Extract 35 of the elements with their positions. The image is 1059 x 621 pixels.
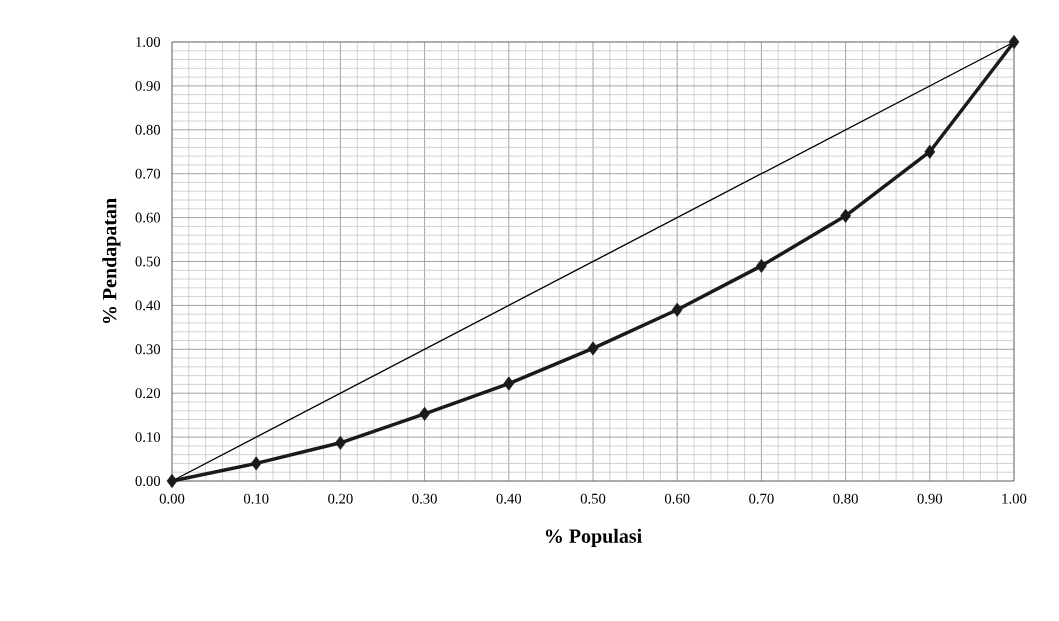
y-tick-label: 0.40 — [135, 300, 161, 311]
point — [924, 144, 936, 159]
point — [419, 406, 430, 421]
x-tick-label: 0.50 — [580, 493, 606, 504]
y-tick-label: 0.60 — [135, 212, 161, 223]
y-axis-title: % Pendapatan — [102, 198, 121, 324]
point — [587, 341, 599, 356]
point — [671, 302, 683, 317]
y-tick-label: 0.00 — [135, 476, 161, 486]
y-tick-label: 0.90 — [135, 80, 161, 91]
y-tick-label: 0.10 — [135, 432, 161, 443]
point — [250, 456, 262, 471]
x-tick-label: 0.80 — [833, 493, 858, 504]
x-tick-label: 0.10 — [243, 493, 269, 504]
x-tick-label: 0.90 — [917, 493, 943, 504]
x-tick-label: 0.00 — [159, 493, 185, 504]
y-tick-label: 0.80 — [135, 124, 161, 135]
y-tick-label: 0.70 — [135, 168, 161, 179]
point — [756, 258, 767, 273]
point — [166, 473, 178, 489]
x-tick-label: 0.20 — [328, 493, 353, 504]
x-axis-title: % Populasi — [545, 528, 642, 547]
x-tick-label: 0.40 — [496, 493, 522, 504]
x-tick-label: 0.30 — [412, 493, 437, 504]
point — [335, 435, 346, 450]
point — [503, 376, 515, 391]
x-tick-label: 0.70 — [749, 493, 774, 504]
y-tick-label: 1.00 — [136, 37, 161, 47]
x-tick-label: 1.00 — [1002, 493, 1027, 504]
point — [1008, 34, 1020, 49]
point — [840, 208, 851, 223]
y-tick-label: 0.30 — [135, 344, 161, 355]
y-tick-label: 0.20 — [135, 388, 161, 399]
x-tick-label: 0.60 — [664, 493, 690, 504]
y-tick-label: 0.50 — [135, 256, 161, 267]
